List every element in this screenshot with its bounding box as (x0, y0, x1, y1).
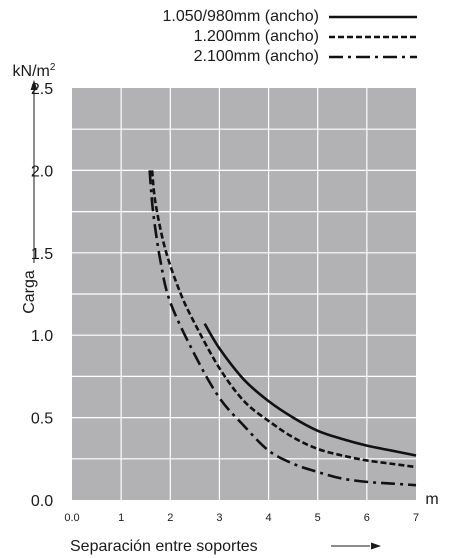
x-tick-label: 5 (315, 512, 321, 524)
legend-label: 1.200mm (ancho) (193, 28, 319, 45)
legend-label: 1.050/980mm (ancho) (162, 8, 319, 25)
series-line-1 (203, 322, 417, 457)
x-tick-label: 7 (413, 512, 419, 524)
legend-swatch (329, 35, 417, 39)
y-axis-arrow (30, 80, 38, 263)
x-axis-arrow (331, 542, 381, 550)
grid-lines (72, 88, 416, 500)
y-tick-label: 1.5 (31, 246, 53, 263)
x-tick-label: 2 (167, 512, 173, 524)
legend-item: 1.050/980mm (ancho) (162, 7, 417, 27)
x-tick-label: 0.0 (64, 512, 79, 524)
legend-item: 2.100mm (ancho) (194, 47, 417, 67)
y-unit-label: kN/m2 (13, 62, 56, 80)
series-line-3 (148, 170, 417, 487)
legend-label: 2.100mm (ancho) (193, 48, 319, 65)
x-tick-label: 6 (364, 512, 370, 524)
y-tick-label: 2.0 (31, 163, 53, 180)
y-tick-label: 0.0 (31, 493, 53, 510)
x-unit-label: m (425, 491, 438, 508)
series-lines (148, 170, 417, 487)
x-tick-label: 1 (118, 512, 124, 524)
y-tick-label: 2.5 (31, 81, 53, 98)
y-tick-label: 0.5 (31, 411, 53, 428)
x-axis-title: Separación entre soportes (70, 538, 258, 555)
y-axis-title: Carga (21, 270, 38, 314)
x-tick-label: 3 (216, 512, 222, 524)
legend-swatch (329, 55, 417, 59)
series-line-2 (150, 170, 417, 469)
legend-swatch (329, 15, 417, 19)
y-tick-label: 1.0 (31, 328, 53, 345)
legend-item: 1.200mm (ancho) (194, 27, 417, 47)
tick-labels: 0.0 1 2 3 4 5 6 7 0.0 0.5 1.0 1.5 2.0 2.5 (31, 81, 419, 524)
x-tick-label: 4 (266, 512, 272, 524)
